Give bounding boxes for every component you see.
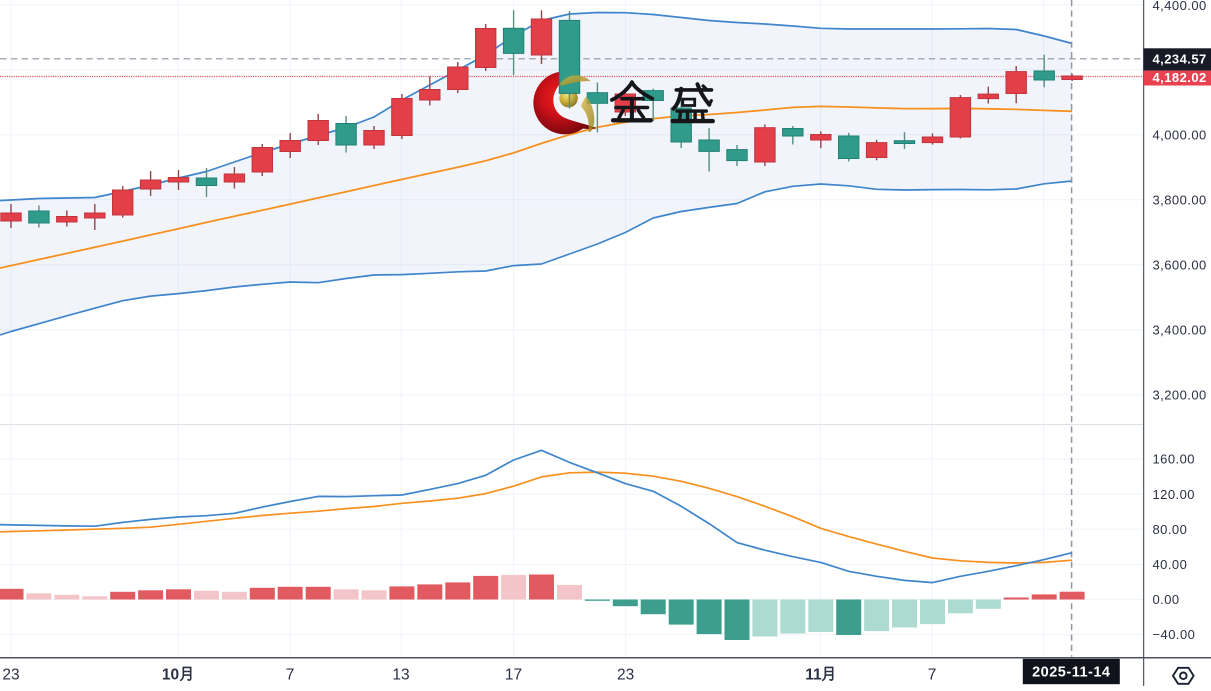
svg-text:3,800.00: 3,800.00 — [1153, 192, 1207, 207]
svg-text:23: 23 — [617, 667, 634, 684]
svg-text:3,200.00: 3,200.00 — [1153, 387, 1207, 402]
svg-text:4,234.57: 4,234.57 — [1153, 51, 1207, 66]
svg-text:4,182.02: 4,182.02 — [1153, 70, 1207, 85]
svg-text:160.00: 160.00 — [1153, 452, 1195, 467]
svg-text:10: 10 — [162, 667, 179, 684]
svg-text:2025-11-14: 2025-11-14 — [1032, 664, 1110, 680]
svg-text:4,400.00: 4,400.00 — [1153, 0, 1207, 13]
svg-text:7: 7 — [286, 667, 295, 684]
svg-text:40.00: 40.00 — [1153, 557, 1188, 572]
svg-text:17: 17 — [505, 667, 522, 684]
svg-text:23: 23 — [2, 667, 19, 684]
svg-text:120.00: 120.00 — [1153, 487, 1195, 502]
svg-text:13: 13 — [392, 667, 409, 684]
svg-text:−40.00: −40.00 — [1153, 627, 1196, 642]
svg-text:0.00: 0.00 — [1153, 592, 1180, 607]
svg-text:7: 7 — [928, 667, 937, 684]
svg-text:4,000.00: 4,000.00 — [1153, 127, 1207, 142]
svg-text:3,400.00: 3,400.00 — [1153, 322, 1207, 337]
svg-text:11: 11 — [805, 667, 822, 684]
svg-text:3,600.00: 3,600.00 — [1153, 257, 1207, 272]
svg-text:80.00: 80.00 — [1153, 522, 1188, 537]
